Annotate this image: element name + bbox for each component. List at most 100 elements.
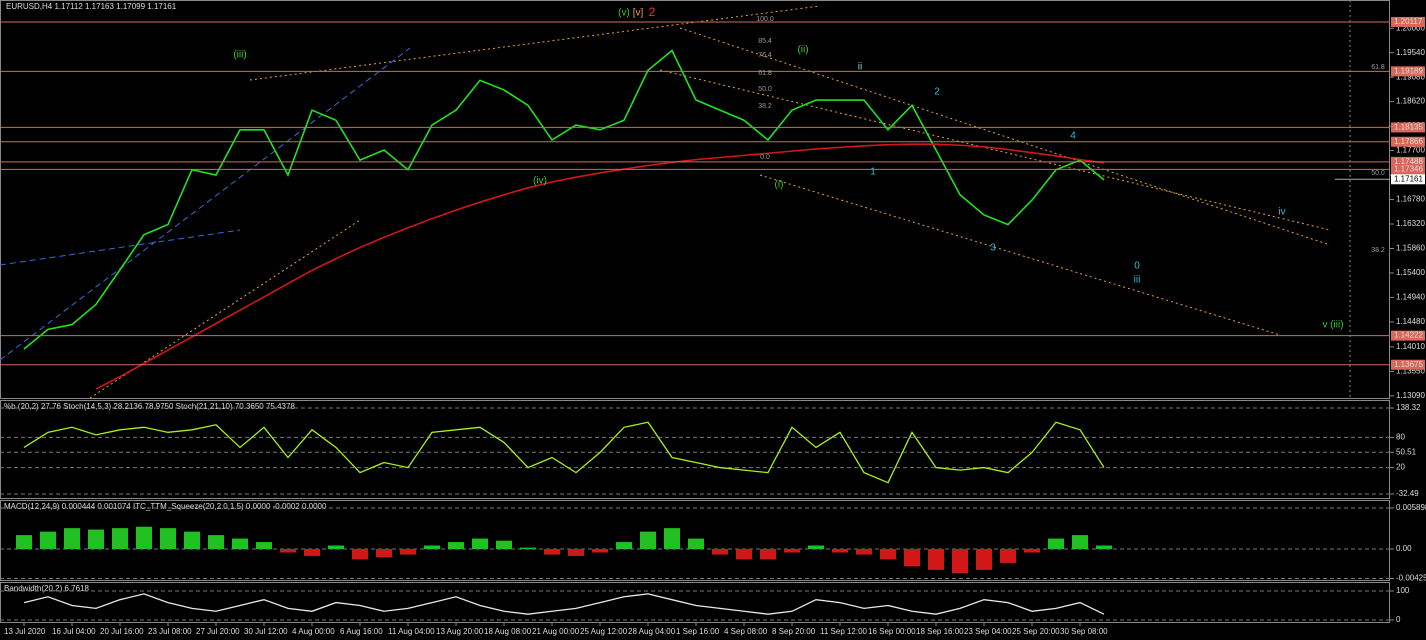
y-tick-label: 1.16780 <box>1396 195 1425 204</box>
x-tick-label: 18 Aug 08:00 <box>484 627 532 636</box>
wave-label: 2 <box>934 87 940 98</box>
wave-label: 1 <box>870 167 876 178</box>
level-box <box>1391 330 1425 341</box>
y-tick-label: 138.32 <box>1396 403 1421 412</box>
histogram-bar <box>304 549 320 556</box>
histogram-bar <box>280 549 296 553</box>
wave-label: 38.2 <box>1371 247 1385 254</box>
panel-title: %b (20,2) 27.76 Stoch(14,5,3) 28.2136 78… <box>4 402 295 411</box>
histogram-bar <box>112 528 128 550</box>
y-tick-label: 20 <box>1396 463 1405 472</box>
histogram-bar <box>424 545 440 550</box>
x-tick-label: 23 Sep 04:00 <box>964 627 1012 636</box>
y-tick-label: 80 <box>1396 432 1405 441</box>
histogram-bar <box>760 549 776 560</box>
level-label: 1.20117 <box>1394 17 1423 26</box>
y-tick-label: -32.49 <box>1396 489 1419 498</box>
level-label: 1.17488 <box>1394 157 1423 166</box>
channel-line <box>759 174 1281 336</box>
panel-frame <box>0 400 1390 499</box>
histogram-bar <box>184 531 200 550</box>
histogram-bar <box>904 549 920 567</box>
histogram-bar <box>160 528 176 550</box>
series-line <box>23 593 1105 615</box>
histogram-bar <box>1072 535 1088 550</box>
histogram-bar <box>40 531 56 550</box>
y-tick-label: 1.14480 <box>1396 317 1425 326</box>
histogram-bar <box>664 528 680 550</box>
level-label: 1.17346 <box>1394 165 1423 174</box>
level-box <box>1391 66 1425 77</box>
wave-label: 85.4 <box>758 38 772 45</box>
x-tick-label: 4 Sep 08:00 <box>724 627 768 636</box>
y-tick-label: 1.19540 <box>1396 48 1425 57</box>
wave-label: iii <box>1134 275 1141 286</box>
wave-label: [v] <box>633 8 644 19</box>
histogram-bar <box>688 538 704 550</box>
x-tick-label: 23 Jul 08:00 <box>148 627 192 636</box>
x-tick-label: 11 Sep 12:00 <box>820 627 868 636</box>
histogram-bar <box>328 545 344 550</box>
histogram-bar <box>640 531 656 550</box>
y-tick-label: -0.00425 <box>1396 574 1426 583</box>
histogram-bar <box>448 542 464 550</box>
x-tick-label: 21 Aug 00:00 <box>532 627 580 636</box>
y-tick-label: 1.19080 <box>1396 72 1425 81</box>
channel-line <box>89 219 361 399</box>
wave-label: 50.0 <box>1371 170 1385 177</box>
wave-label: 0 <box>1134 261 1140 272</box>
histogram-bar <box>616 542 632 550</box>
histogram-bar <box>592 549 608 553</box>
histogram-bar <box>712 549 728 555</box>
histogram-bar <box>1048 538 1064 550</box>
wave-label: 76.4 <box>758 52 772 59</box>
histogram-bar <box>232 538 248 550</box>
channel-line <box>249 5 821 81</box>
histogram-bar <box>1024 549 1040 553</box>
level-box <box>1391 16 1425 27</box>
y-tick-label: 0.00 <box>1396 544 1412 553</box>
series-line <box>23 421 1105 484</box>
histogram-bar <box>1096 545 1112 550</box>
trend-line <box>0 229 241 266</box>
wave-label: 100.0 <box>756 16 774 23</box>
histogram-bar <box>832 549 848 553</box>
histogram-bar <box>472 538 488 550</box>
panel-title: MACD(12,24,9) 0.000444 0.001074 ITC_TTM_… <box>4 502 327 511</box>
histogram-bar <box>808 545 824 550</box>
y-tick-label: 0.005898 <box>1396 503 1426 512</box>
histogram-bar <box>400 549 416 555</box>
y-tick-label: 1.16320 <box>1396 219 1425 228</box>
x-tick-label: 20 Jul 16:00 <box>100 627 144 636</box>
histogram-bar <box>376 549 392 558</box>
histogram-bar <box>352 549 368 560</box>
panel-frame <box>0 582 1390 623</box>
wave-label: (iv) <box>533 176 547 187</box>
wave-label: 0.0 <box>760 154 770 161</box>
histogram-bar <box>880 549 896 560</box>
histogram-bar <box>952 549 968 574</box>
level-box <box>1391 164 1425 175</box>
x-tick-label: 16 Sep 00:00 <box>868 627 916 636</box>
histogram-bar <box>520 547 536 550</box>
series-line <box>95 143 1105 390</box>
y-tick-label: 1.13090 <box>1396 391 1425 400</box>
x-tick-label: 25 Aug 12:00 <box>580 627 628 636</box>
y-tick-label: 0 <box>1396 615 1401 624</box>
wave-label: 61.8 <box>758 70 772 77</box>
price-label: 1.17161 <box>1394 174 1423 183</box>
wave-label: (iii) <box>233 50 246 61</box>
x-tick-label: 28 Aug 04:00 <box>628 627 676 636</box>
wave-label: 38.2 <box>758 103 772 110</box>
histogram-bar <box>1000 549 1016 563</box>
channel-line <box>679 27 1331 246</box>
price-box <box>1391 174 1425 185</box>
x-tick-label: 18 Sep 16:00 <box>916 627 964 636</box>
wave-label: 50.0 <box>758 86 772 93</box>
histogram-bar <box>16 535 32 550</box>
trend-lines <box>0 47 411 361</box>
x-tick-label: 25 Sep 20:00 <box>1012 627 1060 636</box>
channel-lines <box>89 5 1331 399</box>
histogram-bar <box>208 535 224 550</box>
